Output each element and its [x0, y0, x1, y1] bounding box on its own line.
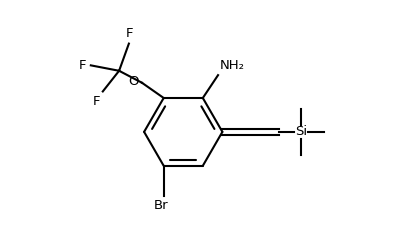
Text: Br: Br — [153, 199, 168, 212]
Text: F: F — [79, 59, 86, 72]
Text: NH₂: NH₂ — [220, 59, 245, 72]
Text: F: F — [126, 27, 133, 40]
Text: F: F — [93, 95, 100, 108]
Text: O: O — [128, 75, 138, 88]
Text: Si: Si — [294, 125, 307, 138]
